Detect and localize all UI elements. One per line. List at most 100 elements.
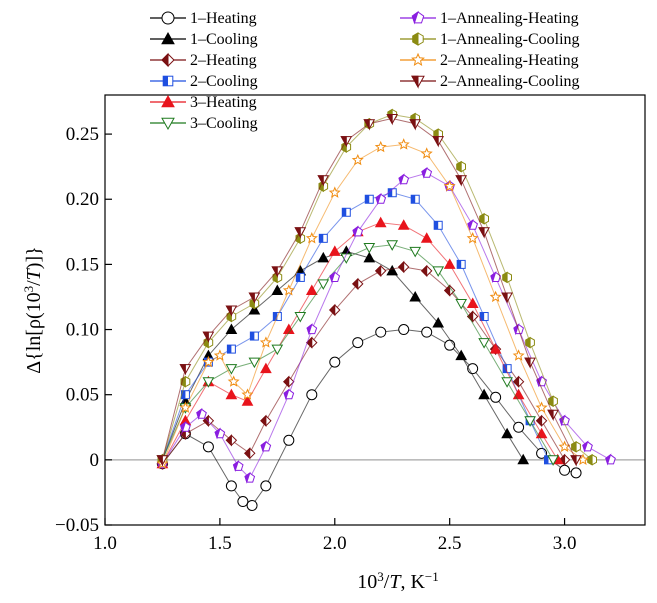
y-axis-label: Δ{ln[ρ(103/T)]}	[21, 246, 46, 373]
legend-item: 1–Cooling	[150, 31, 258, 48]
y-label-sup: 3	[21, 286, 36, 293]
x-tick-label: 1.5	[208, 533, 232, 554]
x-label-sep: , K	[400, 571, 425, 593]
y-tick-label: 0.15	[66, 254, 99, 275]
data-point	[317, 175, 330, 187]
data-point	[558, 440, 571, 452]
legend-label: 2–Annealing-Heating	[440, 52, 579, 69]
data-point	[225, 480, 237, 492]
data-point	[456, 160, 466, 173]
data-point	[364, 194, 374, 204]
data-point	[225, 323, 238, 334]
data-point	[329, 356, 341, 368]
series-9	[156, 138, 589, 469]
data-point	[409, 246, 422, 258]
data-point	[420, 264, 433, 278]
data-point	[329, 271, 341, 284]
legend-marker	[161, 94, 175, 108]
legend-item: 3–Cooling	[150, 115, 258, 132]
data-point	[467, 218, 478, 231]
data-point	[248, 357, 261, 369]
data-point	[433, 220, 443, 230]
data-point	[501, 427, 513, 439]
data-point	[363, 119, 376, 131]
data-point	[341, 207, 351, 217]
legend-label: 2–Cooling	[190, 73, 258, 90]
data-point	[317, 279, 330, 290]
data-point	[443, 284, 456, 297]
data-point	[375, 326, 387, 338]
data-point	[548, 395, 558, 408]
data-point	[489, 343, 502, 354]
data-point	[340, 136, 353, 148]
data-point	[246, 499, 258, 511]
data-point	[202, 355, 215, 368]
data-point	[535, 401, 548, 413]
data-point	[524, 416, 536, 427]
data-point	[466, 310, 479, 323]
data-point	[587, 453, 597, 466]
data-point	[260, 440, 272, 453]
data-point	[420, 232, 433, 243]
legend-label: 3–Heating	[190, 94, 257, 111]
legend-marker	[161, 31, 175, 45]
y-label-var: T	[23, 267, 45, 280]
data-point	[374, 140, 387, 153]
data-point	[352, 337, 364, 349]
legend-label: 2–Heating	[190, 52, 257, 69]
legend-item: 2–Annealing-Cooling	[400, 73, 580, 90]
data-point	[225, 305, 238, 317]
data-point	[374, 216, 387, 228]
legend-label: 1–Annealing-Heating	[440, 10, 579, 27]
legend-item: 1–Annealing-Heating	[400, 10, 579, 27]
legend-item: 1–Annealing-Cooling	[400, 31, 580, 48]
data-point	[605, 453, 616, 466]
legend-marker	[411, 10, 425, 25]
data-point	[259, 336, 272, 348]
data-point	[455, 299, 468, 310]
data-point	[547, 409, 559, 422]
data-point	[248, 303, 261, 315]
data-point	[443, 179, 456, 192]
data-point	[570, 467, 582, 479]
data-point	[512, 349, 525, 361]
data-point	[490, 271, 501, 284]
data-point	[294, 312, 307, 323]
legend-marker	[162, 75, 174, 87]
legend-marker	[411, 52, 425, 66]
legend-item: 2–Heating	[150, 52, 257, 69]
data-point	[328, 245, 341, 256]
data-point	[559, 464, 571, 476]
data-point	[444, 339, 456, 351]
data-point	[386, 240, 399, 251]
data-point	[398, 173, 410, 186]
x-label-unit-sup: −1	[425, 569, 439, 584]
legend-marker	[411, 75, 425, 89]
data-point	[420, 147, 433, 159]
data-point	[179, 364, 192, 376]
data-point	[156, 455, 169, 467]
legend-label: 3–Cooling	[190, 115, 258, 132]
y-label-pre: Δ{ln[ρ(10	[23, 292, 45, 373]
data-point	[582, 440, 593, 453]
series-layer	[156, 108, 616, 511]
data-point	[571, 440, 581, 453]
data-point	[455, 175, 468, 187]
data-point	[421, 326, 433, 338]
data-point	[466, 232, 479, 244]
data-point	[196, 407, 207, 420]
data-point	[179, 401, 192, 413]
data-point	[283, 388, 295, 401]
data-point	[249, 331, 259, 341]
legend: 1–Heating 1–Cooling 2–Heating 2–Cooling 3–He…	[150, 10, 580, 132]
data-point	[241, 395, 254, 406]
y-label-post: )]}	[23, 246, 45, 269]
y-tick-label: 0	[90, 450, 100, 471]
data-point	[244, 471, 256, 484]
data-point	[225, 434, 238, 447]
data-point	[479, 312, 489, 322]
data-point	[386, 114, 399, 126]
data-point	[295, 272, 305, 282]
data-point	[397, 219, 410, 230]
